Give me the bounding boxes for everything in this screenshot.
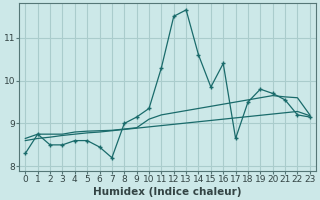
X-axis label: Humidex (Indice chaleur): Humidex (Indice chaleur) [93,187,242,197]
